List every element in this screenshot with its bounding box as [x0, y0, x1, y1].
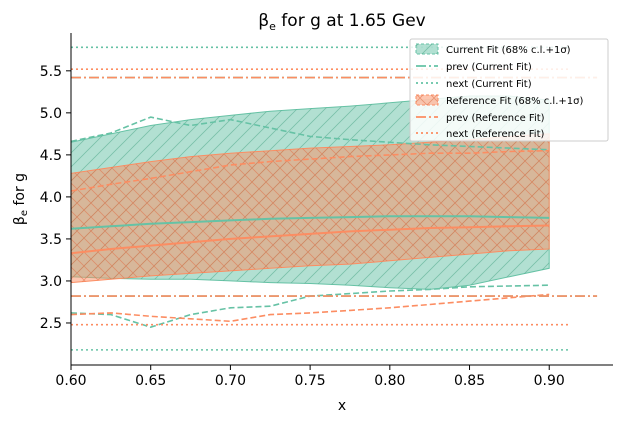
x-tick-label: 0.70 — [215, 373, 246, 389]
reference-fit-central-line — [71, 224, 550, 255]
x-tick-label: 0.80 — [374, 373, 405, 389]
y-tick-label: 2.5 — [40, 316, 62, 332]
y-tick-label: 5.5 — [40, 64, 62, 80]
y-tick-label: 4.5 — [40, 148, 62, 164]
x-tick-label: 0.65 — [135, 373, 166, 389]
legend-current-band-hatch — [416, 44, 438, 54]
x-axis-label: x — [338, 398, 346, 414]
prev-current-upper-line — [71, 116, 550, 151]
y-axis-ticks: 2.5 3.0 3.5 4.0 4.5 5.0 5.5 — [40, 64, 71, 332]
legend-box — [409, 38, 609, 142]
x-tick-label: 0.75 — [295, 373, 326, 389]
legend-label-next-current: next (Current Fit) — [446, 79, 532, 90]
y-tick-label: 4.0 — [40, 190, 62, 206]
x-tick-label: 0.90 — [534, 373, 565, 389]
x-tick-label: 0.60 — [55, 373, 86, 389]
legend: Current Fit (68% c.l.+1σ) prev (Current … — [409, 38, 609, 142]
x-axis-ticks: 0.60 0.65 0.70 0.75 0.80 0.85 0.90 — [55, 365, 565, 389]
legend-label-reference-band: Reference Fit (68% c.l.+1σ) — [446, 96, 583, 107]
y-tick-label: 3.5 — [40, 232, 62, 248]
y-tick-label: 5.0 — [40, 106, 62, 122]
prev-reference-upper-line — [71, 149, 550, 192]
legend-label-next-reference: next (Reference Fit) — [446, 129, 544, 140]
chart-title: βe for g at 1.65 Gev — [258, 11, 425, 33]
current-fit-central-line — [71, 215, 550, 230]
prev-current-lower-line — [71, 284, 550, 329]
legend-reference-band-hatch — [416, 95, 438, 105]
legend-label-prev-reference: prev (Reference Fit) — [446, 113, 545, 124]
legend-label-prev-current: prev (Current Fit) — [446, 62, 532, 73]
legend-label-current-band: Current Fit (68% c.l.+1σ) — [446, 45, 571, 56]
y-tick-label: 3.0 — [40, 274, 62, 290]
x-tick-label: 0.85 — [454, 373, 485, 389]
prev-reference-lower-line — [71, 293, 550, 323]
y-axis-label: βe for g — [12, 173, 30, 225]
